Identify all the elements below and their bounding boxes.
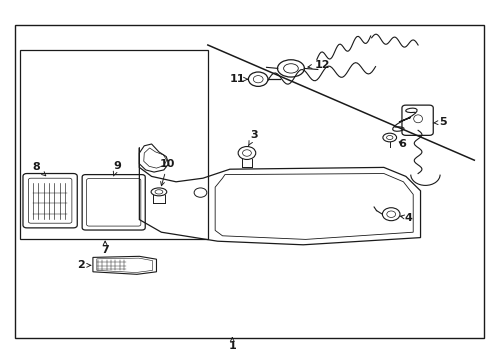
Text: 3: 3 [248, 130, 258, 145]
Text: 5: 5 [432, 117, 446, 127]
Text: 12: 12 [307, 60, 330, 70]
Bar [15, 25, 483, 338]
Text: 8: 8 [33, 162, 46, 176]
Text: 1: 1 [228, 338, 236, 351]
Text: 2: 2 [77, 260, 90, 270]
Text: 10: 10 [160, 159, 175, 186]
Text: 11: 11 [229, 74, 247, 84]
Text: 4: 4 [400, 213, 412, 223]
Text: 9: 9 [113, 161, 121, 176]
Text: 6: 6 [398, 139, 406, 149]
Text: 7: 7 [101, 241, 109, 255]
Bar [20, 50, 207, 239]
